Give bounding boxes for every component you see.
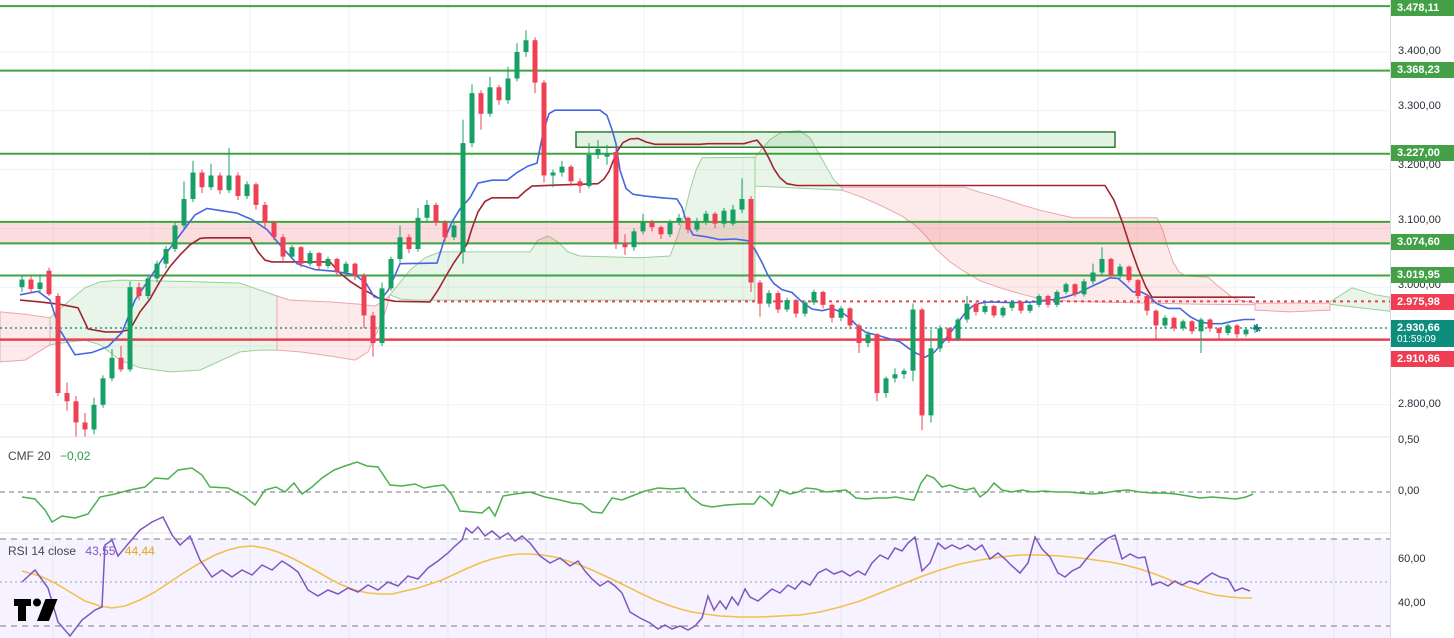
rsi-indicator-title[interactable]: RSI 14 close [8, 544, 77, 558]
rsi-indicator-legend: RSI 14 close 43,55 44,44 [8, 544, 161, 558]
price-badge-value: 3.019,95 [1397, 269, 1440, 281]
price-badge-value: 2.910,86 [1397, 353, 1440, 365]
axis-tick-label: 60,00 [1398, 553, 1426, 565]
price-level-badge: 3.368,23 [1391, 62, 1454, 78]
price-level-badge: 3.227,00 [1391, 145, 1454, 161]
axis-tick-label: 0,00 [1398, 485, 1420, 497]
tradingview-logo-icon [14, 598, 58, 621]
axis-tick-label: 3.300,00 [1398, 100, 1441, 112]
price-level-badge: 3.019,95 [1391, 267, 1454, 283]
cmf-indicator-legend: CMF 20 −0,02 [8, 449, 96, 463]
price-axis[interactable]: 3.400,00 3.300,00 3.200,00 3.100,00 3.000,00… [1390, 0, 1454, 638]
axis-tick-label: 2.800,00 [1398, 398, 1441, 410]
axis-tick-label: 3.100,00 [1398, 214, 1441, 226]
bar-countdown-timer: 01:59:09 [1397, 334, 1436, 345]
axis-tick-label: 0,50 [1398, 434, 1420, 446]
rsi-indicator-value: 43,55 [85, 544, 116, 558]
price-level-badge: 2.975,98 [1391, 294, 1454, 310]
price-level-badge: 2.910,86 [1391, 351, 1454, 367]
price-badge-value: 2.975,98 [1397, 296, 1440, 308]
price-level-badge: 3.074,60 [1391, 234, 1454, 250]
price-badge-value: 3.368,23 [1397, 64, 1440, 76]
axis-tick-label: 40,00 [1398, 597, 1426, 609]
axis-tick-label: 3.400,00 [1398, 45, 1441, 57]
price-badge-value: 3.227,00 [1397, 147, 1440, 159]
cmf-indicator-value: −0,02 [60, 449, 91, 463]
rsi-ma-value: 44,44 [124, 544, 155, 558]
tradingview-logo[interactable] [13, 597, 59, 624]
price-badge-value: 3.478,11 [1397, 2, 1440, 14]
cmf-indicator-title[interactable]: CMF 20 [8, 449, 51, 463]
price-badge-value: 2.930,66 [1397, 322, 1440, 334]
price-badge-value: 3.074,60 [1397, 236, 1440, 248]
axis-tick-label: 3.200,00 [1398, 159, 1441, 171]
current-price-badge: 2.930,66 01:59:09 [1391, 320, 1454, 347]
price-level-badge: 3.478,11 [1391, 0, 1454, 16]
